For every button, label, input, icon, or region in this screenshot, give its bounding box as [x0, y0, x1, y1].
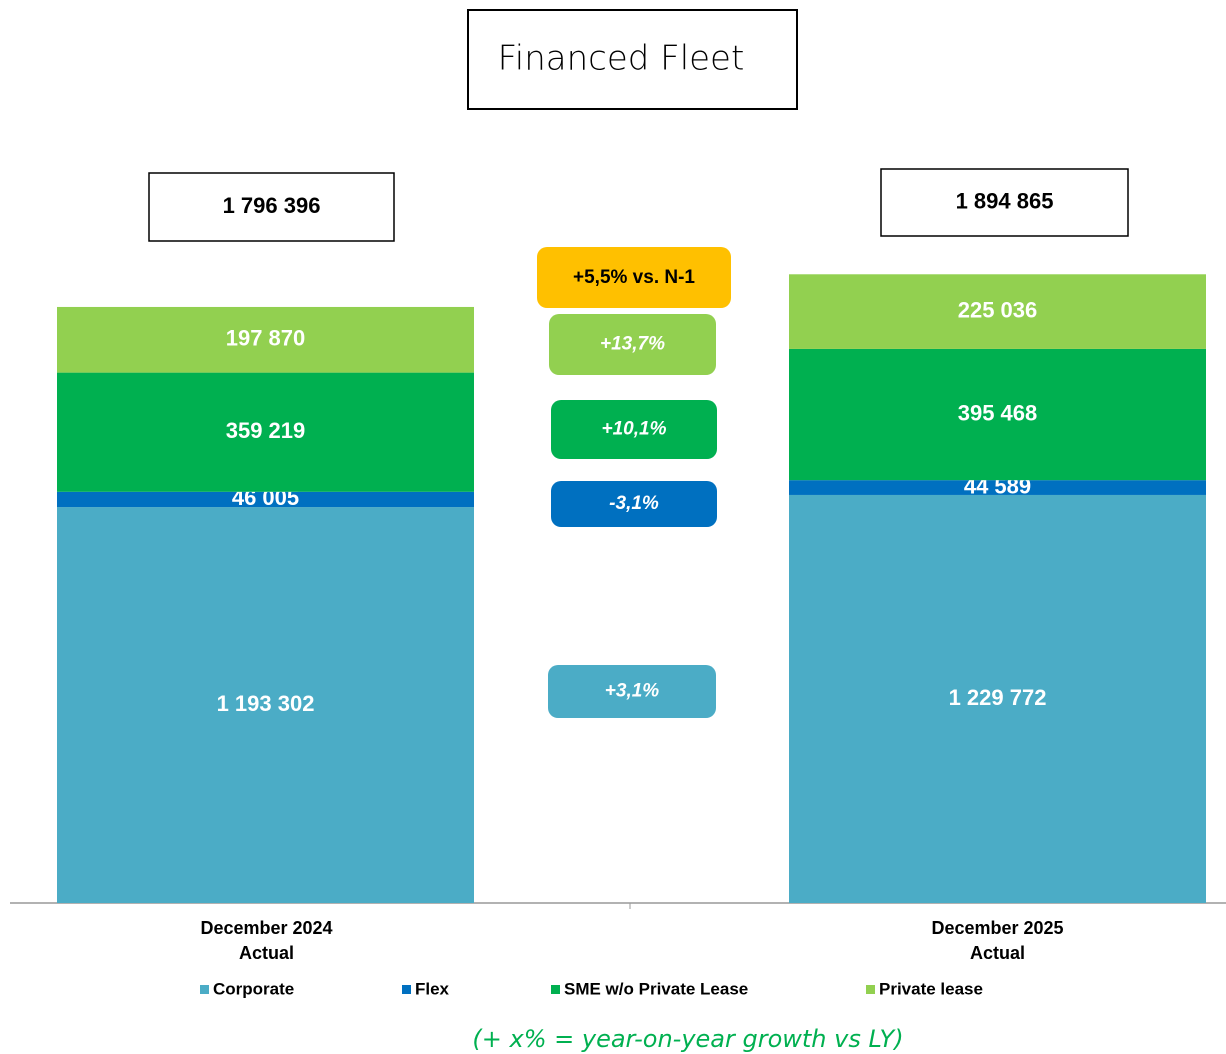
bar-segment: [57, 507, 474, 903]
legend-label: Flex: [415, 979, 450, 998]
growth-badge: [548, 665, 716, 718]
legend-label: SME w/o Private Lease: [564, 979, 748, 998]
data-label: 1 193 302: [217, 691, 315, 716]
growth-label: +3,1%: [605, 681, 660, 702]
growth-badge: [549, 314, 716, 375]
total-box: [880, 168, 1129, 237]
x-tick-label: December 2024 Actual: [200, 918, 333, 963]
x-tick-label: December 2025 Actual: [931, 918, 1064, 963]
legend-swatch: [402, 985, 411, 994]
growth-label: +13,7%: [600, 334, 665, 355]
total-growth-badge: [537, 247, 731, 308]
footnote: (+ x% = year-on-year growth vs LY): [472, 1025, 903, 1053]
data-label: 395 468: [958, 400, 1038, 425]
legend-swatch: [866, 985, 875, 994]
bar-segment: [789, 494, 1206, 903]
title-box: [467, 9, 798, 110]
bar-segment: [789, 480, 1206, 495]
growth-label: -3,1%: [609, 493, 659, 514]
data-label: 1 229 772: [949, 685, 1047, 710]
total-growth-label: +5,5% vs. N-1: [573, 267, 695, 288]
legend-swatch: [551, 985, 560, 994]
bar-segment: [57, 306, 474, 373]
growth-badge: [551, 400, 717, 459]
bar-segment: [789, 274, 1206, 349]
data-label: 359 219: [226, 418, 306, 443]
total-label: 1 894 865: [956, 188, 1054, 213]
legend-label: Corporate: [213, 979, 294, 998]
data-label: 225 036: [958, 297, 1038, 322]
bar-segment: [57, 372, 474, 492]
total-box: [148, 172, 395, 242]
growth-label: +10,1%: [602, 419, 667, 440]
chart-title: Financed Fleet: [498, 39, 745, 79]
total-label: 1 796 396: [223, 193, 321, 218]
legend-label: Private lease: [879, 979, 983, 998]
growth-badge: [551, 481, 717, 527]
bar-segment: [789, 348, 1206, 481]
data-label: 197 870: [226, 326, 306, 351]
legend-swatch: [200, 985, 209, 994]
bar-segment: [57, 491, 474, 508]
